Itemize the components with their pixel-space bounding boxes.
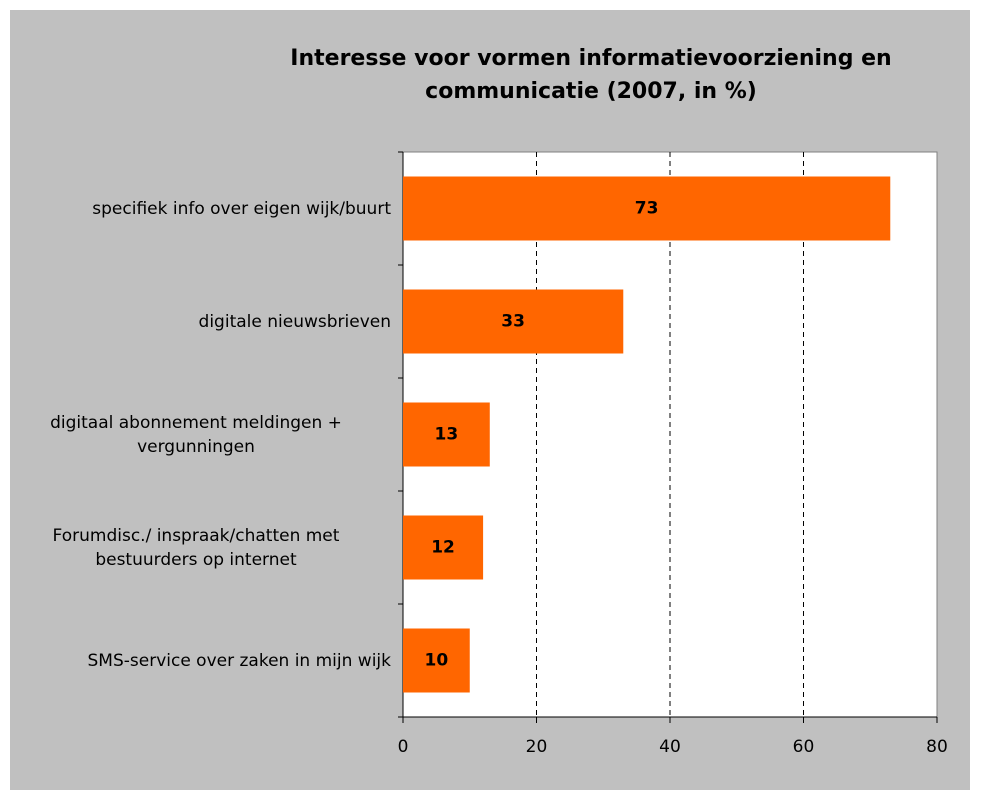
category-label-box: specifiek info over eigen wijk/buurt bbox=[1, 169, 391, 249]
bar bbox=[403, 176, 891, 241]
y-tick-label: digitaal abonnement meldingen + vergunni… bbox=[50, 412, 342, 457]
bar bbox=[403, 628, 470, 693]
data-label: 33 bbox=[501, 312, 525, 332]
y-tick-label: Forumdisc./ inspraak/chatten met bestuur… bbox=[52, 525, 340, 570]
x-tick-label: 40 bbox=[659, 737, 681, 757]
category-label-box: digitaal abonnement meldingen + vergunni… bbox=[1, 395, 391, 475]
y-tick-label: digitale nieuwsbrieven bbox=[198, 311, 391, 332]
bar bbox=[403, 402, 490, 467]
category-label-box: Forumdisc./ inspraak/chatten met bestuur… bbox=[1, 508, 391, 588]
x-tick-label: 60 bbox=[793, 737, 815, 757]
x-tick-label: 0 bbox=[398, 737, 409, 757]
bar bbox=[403, 289, 624, 354]
bar bbox=[403, 515, 484, 580]
x-tick-label: 80 bbox=[926, 737, 948, 757]
category-label-box: SMS-service over zaken in mijn wijk bbox=[1, 621, 392, 701]
y-tick-label: specifiek info over eigen wijk/buurt bbox=[92, 198, 391, 219]
chart-title: Interesse voor vormen informatievoorzien… bbox=[290, 46, 892, 104]
y-tick-label: SMS-service over zaken in mijn wijk bbox=[87, 650, 392, 671]
data-label: 73 bbox=[635, 199, 659, 219]
data-label: 13 bbox=[435, 425, 459, 445]
data-label: 10 bbox=[425, 651, 449, 671]
category-label-box: digitale nieuwsbrieven bbox=[1, 282, 391, 362]
data-label: 12 bbox=[431, 538, 455, 558]
x-tick-label: 20 bbox=[526, 737, 548, 757]
